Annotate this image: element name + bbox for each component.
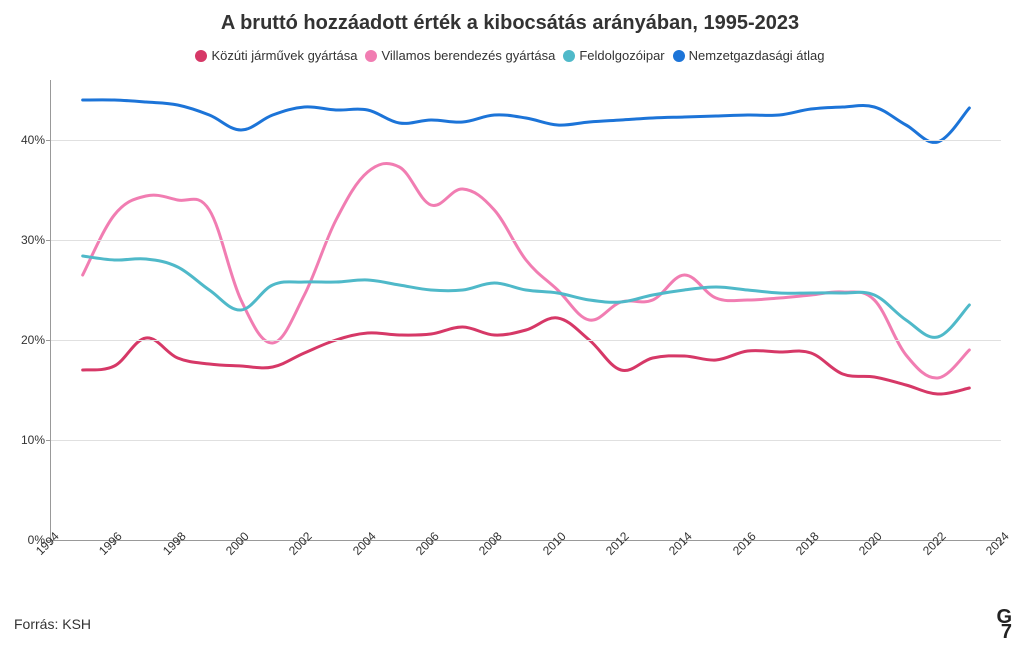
logo-g7: G 7 bbox=[996, 610, 1012, 640]
y-tick-mark bbox=[46, 140, 51, 141]
chart-title: A bruttó hozzáadott érték a kibocsátás a… bbox=[0, 12, 1020, 35]
legend-swatch bbox=[365, 50, 377, 62]
y-tick-mark bbox=[46, 240, 51, 241]
y-tick-mark bbox=[46, 340, 51, 341]
plot-area: 0%10%20%30%40%19941996199820002002200420… bbox=[50, 80, 1001, 541]
legend-item: Feldolgozóipar bbox=[563, 48, 664, 63]
legend-swatch bbox=[195, 50, 207, 62]
series-line bbox=[83, 256, 970, 337]
gridline bbox=[51, 340, 1001, 341]
source-footer: Forrás: KSH bbox=[14, 616, 91, 632]
series-line bbox=[83, 100, 970, 143]
series-line bbox=[83, 318, 970, 394]
gridline bbox=[51, 240, 1001, 241]
y-tick-mark bbox=[46, 440, 51, 441]
legend-item: Közúti járművek gyártása bbox=[195, 48, 357, 63]
gridline bbox=[51, 140, 1001, 141]
series-line bbox=[83, 163, 970, 378]
legend-label: Villamos berendezés gyártása bbox=[381, 48, 555, 63]
legend: Közúti járművek gyártása Villamos berende… bbox=[0, 48, 1020, 63]
legend-swatch bbox=[673, 50, 685, 62]
legend-label: Közúti járművek gyártása bbox=[211, 48, 357, 63]
legend-swatch bbox=[563, 50, 575, 62]
gridline bbox=[51, 440, 1001, 441]
lines-svg bbox=[51, 80, 1001, 540]
legend-item: Villamos berendezés gyártása bbox=[365, 48, 555, 63]
legend-label: Feldolgozóipar bbox=[579, 48, 664, 63]
legend-item: Nemzetgazdasági átlag bbox=[673, 48, 825, 63]
legend-label: Nemzetgazdasági átlag bbox=[689, 48, 825, 63]
